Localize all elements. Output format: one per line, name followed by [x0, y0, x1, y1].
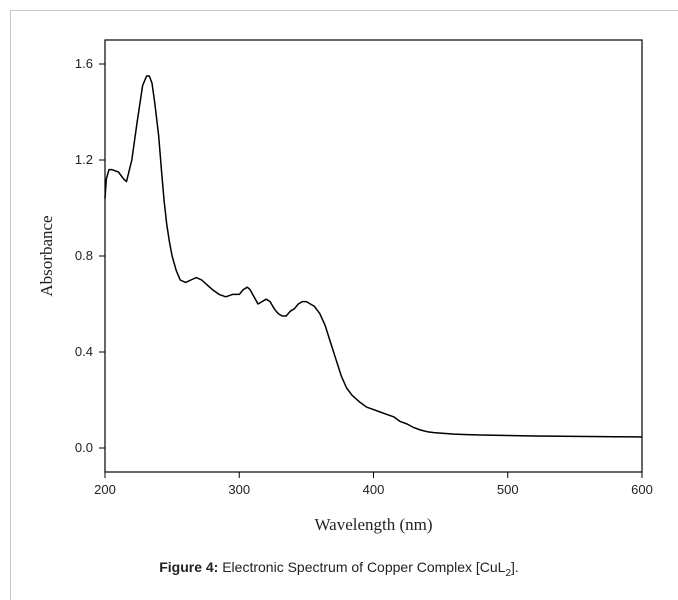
y-tick-label: 1.2 [75, 152, 93, 167]
absorbance-line [104, 75, 643, 438]
y-tick-label: 0.0 [75, 440, 93, 455]
x-tick-label: 500 [497, 482, 519, 497]
plot-area-border [104, 39, 643, 473]
y-tick-label: 0.4 [75, 344, 93, 359]
caption-text: Electronic Spectrum of Copper Complex [C… [222, 559, 506, 575]
x-tick-label: 200 [94, 482, 116, 497]
axes-group [104, 39, 643, 473]
y-tick-label: 0.8 [75, 248, 93, 263]
figure-caption: Figure 4: Electronic Spectrum of Copper … [0, 559, 678, 579]
x-axis-title: Wavelength (nm) [314, 515, 432, 534]
caption-text-end: ]. [511, 559, 519, 575]
x-tick-label: 400 [363, 482, 385, 497]
caption-subscript: 2 [505, 567, 512, 579]
figure-frame [10, 10, 678, 600]
ticks-group: 200 300 400 500 600 0.0 0.4 0.8 1.2 1.6 [75, 56, 653, 497]
caption-label: Figure 4: [159, 559, 219, 575]
x-tick-label: 600 [631, 482, 653, 497]
spectrum-chart: 200 300 400 500 600 0.0 0.4 0.8 1.2 1.6 Wavelengt… [37, 39, 653, 534]
y-tick-label: 1.6 [75, 56, 93, 71]
y-axis-title: Absorbance [37, 215, 56, 296]
series-group [104, 75, 643, 438]
x-tick-label: 300 [228, 482, 250, 497]
